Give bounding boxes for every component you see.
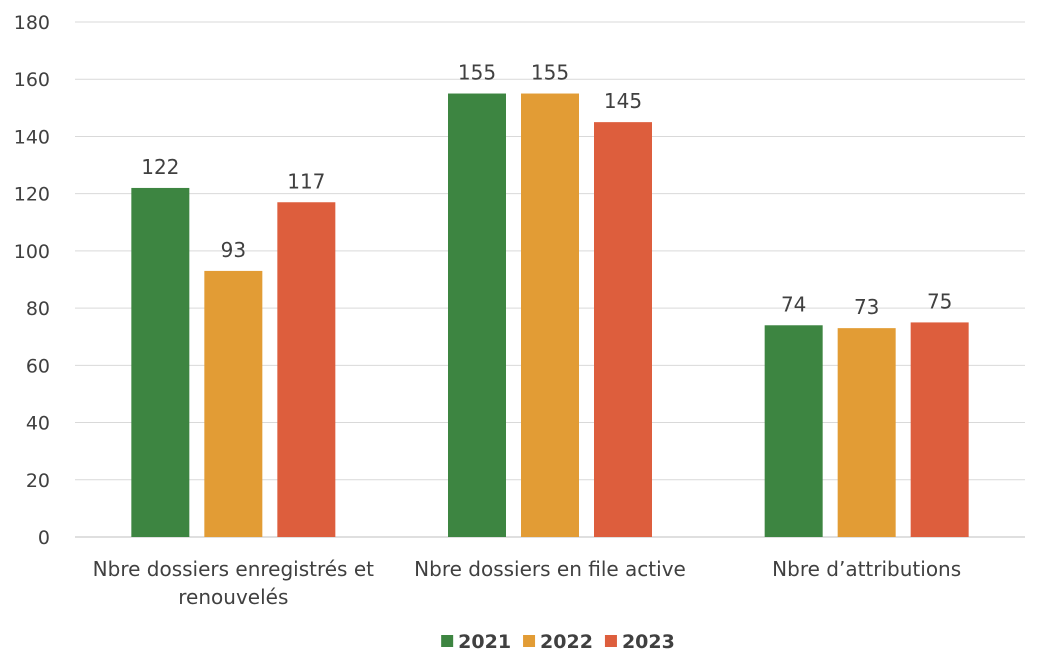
x-category-label-line: Nbre d’attributions — [772, 557, 961, 581]
bar-2021 — [764, 325, 823, 537]
legend: 2021 2022 2023 — [441, 631, 675, 653]
y-tick-label: 80 — [26, 298, 50, 320]
bar-2022 — [837, 328, 896, 537]
data-label-2021: 74 — [781, 292, 806, 316]
data-labels: 122 93 117 155 155 145 74 73 75 — [141, 61, 952, 320]
x-category-label-line: renouvelés — [178, 585, 288, 609]
bar-2021 — [448, 93, 506, 538]
legend-swatch-2022 — [523, 635, 536, 647]
x-category-label: Nbre dossiers enregistrés et renouvelés — [93, 557, 374, 609]
data-label-2021: 155 — [458, 61, 496, 85]
bar-2023 — [594, 122, 652, 537]
data-label-2021: 122 — [141, 155, 179, 179]
data-label-2023: 117 — [287, 169, 325, 193]
data-label-2022: 155 — [531, 61, 569, 85]
y-tick-label: 120 — [14, 184, 50, 206]
y-tick-label: 160 — [14, 69, 50, 91]
bar-2023 — [910, 322, 969, 537]
data-label-2023: 75 — [927, 289, 952, 313]
y-axis-tick-labels: 0 20 40 60 80 100 120 140 160 180 — [14, 12, 50, 549]
legend-swatch-2021 — [441, 635, 454, 647]
x-category-label-line: Nbre dossiers enregistrés et — [93, 557, 374, 581]
bar-2022 — [521, 93, 579, 538]
data-label-2022: 93 — [221, 238, 246, 262]
bar-2023 — [277, 202, 336, 537]
y-tick-label: 60 — [26, 355, 50, 377]
legend-swatch-2023 — [604, 635, 617, 647]
y-tick-label: 0 — [38, 527, 50, 549]
x-axis-category-labels: Nbre dossiers enregistrés et renouvelésNb… — [93, 557, 961, 609]
data-label-2023: 145 — [604, 89, 642, 113]
legend-label-2023: 2023 — [622, 631, 675, 653]
legend-label-2021: 2021 — [458, 631, 511, 653]
x-category-label-line: Nbre dossiers en file active — [414, 557, 686, 581]
y-tick-label: 40 — [26, 413, 50, 435]
y-tick-label: 140 — [14, 126, 50, 148]
data-label-2022: 73 — [854, 295, 879, 319]
bar-2022 — [204, 270, 263, 537]
y-tick-label: 100 — [14, 241, 50, 263]
y-tick-label: 180 — [14, 12, 50, 34]
bars — [131, 93, 969, 538]
bar-2021 — [131, 187, 190, 537]
x-category-label: Nbre d’attributions — [772, 557, 961, 581]
y-tick-label: 20 — [26, 470, 50, 492]
x-category-label: Nbre dossiers en file active — [414, 557, 686, 581]
legend-label-2022: 2022 — [540, 631, 593, 653]
